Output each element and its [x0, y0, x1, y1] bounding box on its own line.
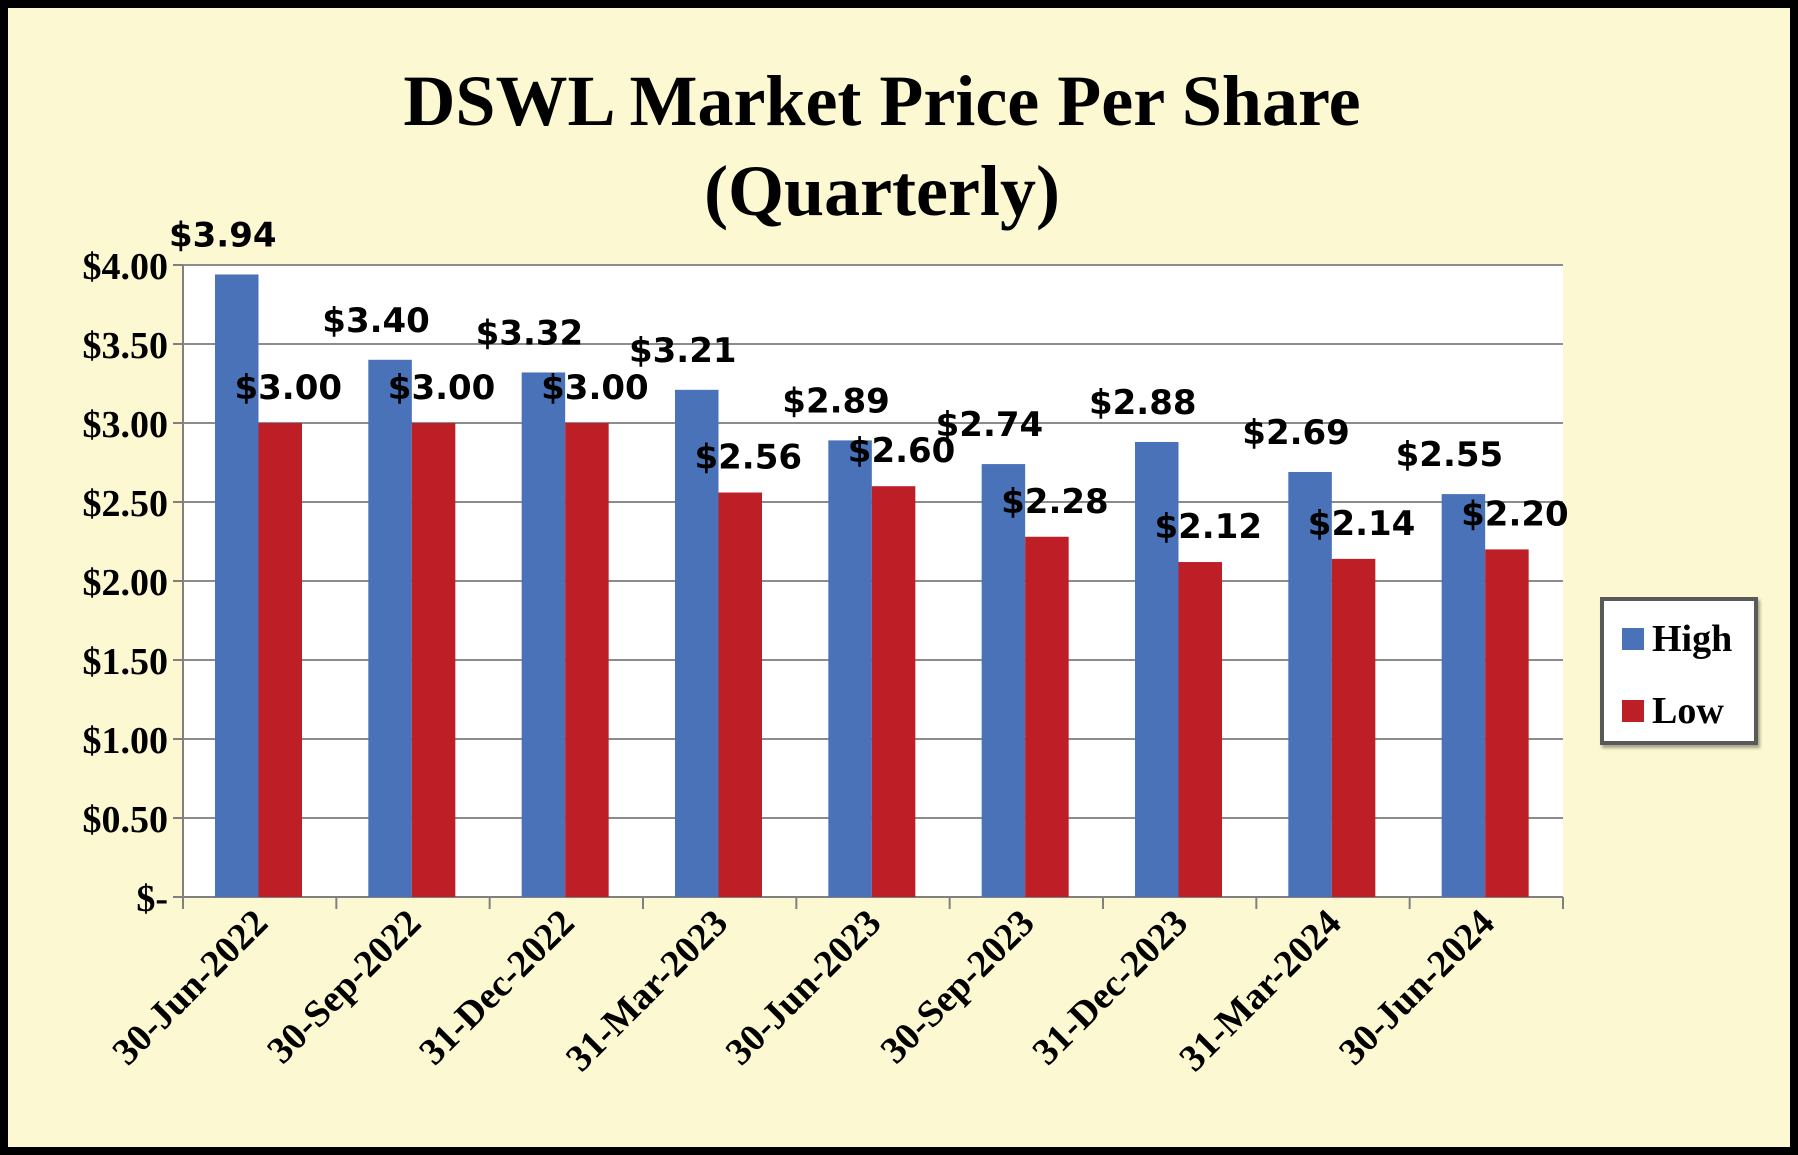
y-tick-label: $1.00 — [83, 720, 169, 762]
data-label-high: $3.40 — [322, 301, 430, 341]
data-label-low: $3.00 — [541, 368, 649, 408]
bar-low — [1025, 536, 1069, 897]
legend-label-high: High — [1652, 618, 1733, 660]
x-category-label: 30-Jun-2022 — [105, 902, 277, 1074]
y-tick-label: $3.50 — [83, 325, 169, 367]
x-category-label: 30-Jun-2023 — [718, 902, 890, 1074]
data-label-high: $2.88 — [1089, 383, 1197, 423]
bar-high — [675, 389, 719, 897]
y-tick-label: $0.50 — [83, 799, 169, 841]
x-category-label: 31-Mar-2023 — [558, 902, 736, 1080]
data-label-low: $2.12 — [1154, 507, 1262, 547]
y-tick-label: $4.00 — [83, 246, 169, 288]
legend-label-low: Low — [1652, 690, 1724, 732]
y-tick-label: $2.00 — [83, 562, 169, 604]
legend-swatch-low — [1622, 700, 1644, 722]
x-category-label: 31-Mar-2024 — [1171, 902, 1349, 1080]
bar-low — [718, 492, 762, 897]
x-category-label: 31-Dec-2023 — [1025, 902, 1196, 1073]
chart-title-line-1: DSWL Market Price Per Share — [403, 61, 1361, 141]
bar-high — [1441, 494, 1486, 897]
data-label-low: $3.00 — [388, 368, 496, 408]
x-category-label: 30-Sep-2022 — [259, 902, 429, 1072]
bar-low — [1485, 549, 1529, 897]
data-label-high: $2.74 — [936, 405, 1044, 445]
x-category-label: 31-Dec-2022 — [411, 902, 582, 1073]
data-label-high: $2.55 — [1396, 435, 1504, 475]
bar-low — [1178, 562, 1222, 897]
data-label-high: $3.21 — [629, 331, 737, 371]
legend: High Low — [1600, 597, 1758, 745]
y-tick-label: $3.00 — [83, 404, 169, 446]
bar-high — [521, 372, 566, 897]
bar-high — [981, 464, 1026, 897]
x-category-label: 30-Sep-2023 — [873, 902, 1043, 1072]
bar-low — [411, 423, 456, 897]
data-label-low: $2.56 — [694, 438, 802, 478]
data-label-high: $3.32 — [476, 313, 584, 353]
x-category-label: 30-Jun-2024 — [1331, 902, 1503, 1074]
bar-low — [565, 423, 609, 897]
bar-high — [1135, 441, 1179, 897]
bar-high — [1288, 471, 1332, 897]
y-tick-label: $2.50 — [83, 483, 169, 525]
legend-item-low: Low — [1622, 690, 1724, 732]
bar-high — [215, 274, 259, 898]
bar-low — [871, 486, 916, 897]
data-label-low: $3.00 — [234, 368, 342, 408]
data-label-low: $2.20 — [1461, 494, 1569, 534]
bar-low — [1331, 558, 1376, 897]
legend-item-high: High — [1622, 618, 1733, 660]
y-tick-label: $1.50 — [83, 641, 169, 683]
chart-title-line-2: (Quarterly) — [704, 151, 1060, 231]
data-label-high: $2.89 — [782, 381, 890, 421]
data-label-low: $2.14 — [1308, 504, 1416, 544]
bar-high — [828, 440, 872, 897]
data-label-high: $2.69 — [1242, 413, 1350, 453]
data-label-low: $2.28 — [1001, 482, 1109, 522]
data-label-low: $2.60 — [848, 431, 956, 471]
bar-low — [258, 423, 302, 897]
data-label-high: $3.94 — [169, 215, 277, 255]
bar-high — [368, 359, 412, 897]
legend-swatch-high — [1622, 628, 1644, 650]
y-tick-label: $- — [136, 878, 168, 920]
